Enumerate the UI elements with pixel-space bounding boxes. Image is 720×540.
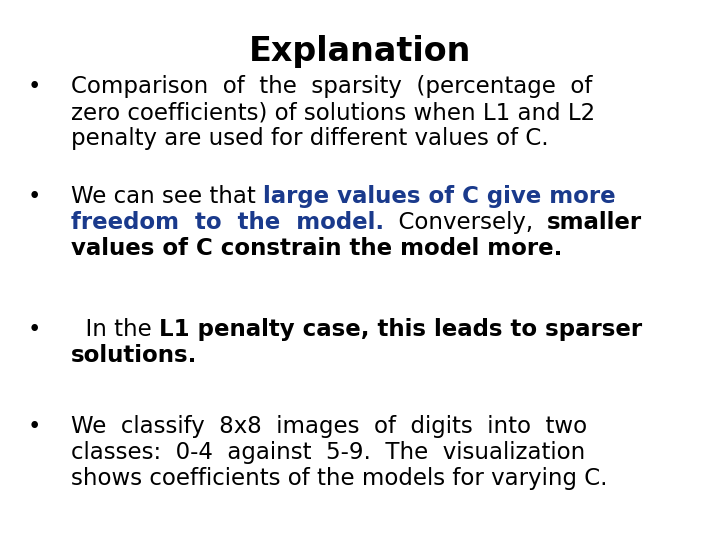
Text: freedom  to  the  model.: freedom to the model. (71, 211, 384, 234)
Text: Comparison  of  the  sparsity  (percentage  of: Comparison of the sparsity (percentage o… (71, 75, 592, 98)
Text: We  classify  8x8  images  of  digits  into  two: We classify 8x8 images of digits into tw… (71, 415, 587, 438)
Text: We can see that: We can see that (71, 185, 263, 208)
Text: penalty are used for different values of C.: penalty are used for different values of… (71, 127, 548, 150)
Text: Conversely,: Conversely, (384, 211, 547, 234)
Text: •: • (27, 415, 41, 438)
Text: In the: In the (71, 318, 158, 341)
Text: solutions.: solutions. (71, 344, 197, 367)
Text: •: • (27, 185, 41, 208)
Text: values of C constrain the model more.: values of C constrain the model more. (71, 237, 562, 260)
Text: large values of C give more: large values of C give more (263, 185, 615, 208)
Text: shows coefficients of the models for varying C.: shows coefficients of the models for var… (71, 467, 607, 490)
Text: •: • (27, 318, 41, 341)
Text: classes:  0-4  against  5-9.  The  visualization: classes: 0-4 against 5-9. The visualizat… (71, 441, 585, 464)
Text: zero coefficients) of solutions when L1 and L2: zero coefficients) of solutions when L1 … (71, 101, 595, 124)
Text: Explanation: Explanation (249, 35, 471, 68)
Text: L1 penalty case, this leads to sparser: L1 penalty case, this leads to sparser (158, 318, 642, 341)
Text: smaller: smaller (547, 211, 642, 234)
Text: •: • (27, 75, 41, 98)
